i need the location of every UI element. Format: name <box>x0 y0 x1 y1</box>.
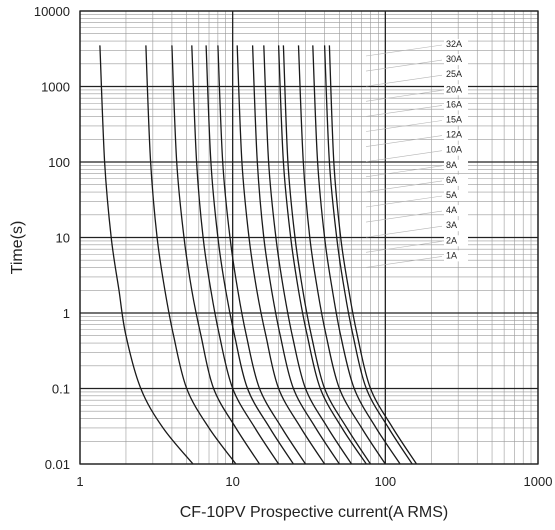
curve-3A <box>171 45 261 465</box>
series-label-leader <box>365 256 443 268</box>
series-label-3A: 3A <box>446 220 457 230</box>
series-label-bg <box>444 84 468 96</box>
x-tick-label: 100 <box>374 474 396 489</box>
y-tick-labels: 0.01 0.1 1 10 100 1000 10000 <box>34 4 70 472</box>
x-tick-label: 1 <box>76 474 83 489</box>
curve-8A <box>236 45 326 465</box>
series-label-8A: 8A <box>446 160 457 170</box>
curve-15A <box>277 45 367 465</box>
curve-2A <box>145 45 237 465</box>
series-label-bg <box>444 129 468 141</box>
curve-25A <box>312 45 401 465</box>
series-label-15A: 15A <box>446 115 462 125</box>
curve-1A <box>99 45 194 465</box>
series-label-leader <box>365 44 443 57</box>
curve-16A <box>282 45 372 465</box>
series-label-2A: 2A <box>446 235 457 245</box>
x-tick-label: 1000 <box>524 474 553 489</box>
series-label-32A: 32A <box>446 39 462 49</box>
series-label-bg <box>444 235 468 247</box>
series-label-leader <box>365 241 443 253</box>
series-label-leader <box>365 195 443 208</box>
series-label-bg <box>444 205 468 217</box>
series-label-30A: 30A <box>446 54 462 64</box>
curve-20A <box>297 45 386 465</box>
x-tick-labels: 1 10 100 1000 <box>76 474 552 489</box>
plot-frame <box>79 10 539 465</box>
series-label-bg <box>444 144 468 156</box>
curve-30A <box>323 45 413 465</box>
series-label-6A: 6A <box>446 175 457 185</box>
curve-4A <box>191 45 280 465</box>
series-label-bg <box>444 69 468 81</box>
series-label-4A: 4A <box>446 205 457 215</box>
series-label-leader <box>365 225 443 238</box>
series-label-bg <box>444 39 468 50</box>
series-label-bg <box>444 220 468 232</box>
curve-6A <box>217 45 307 465</box>
curve-10A <box>251 45 340 465</box>
series-label-bg <box>444 159 468 171</box>
x-axis-label: CF-10PV Prospective current(A RMS) <box>180 504 449 521</box>
series-label-1A: 1A <box>446 250 457 260</box>
y-tick-label: 1000 <box>41 80 70 95</box>
y-tick-label: 10000 <box>34 4 70 19</box>
series-label-leader <box>365 59 443 72</box>
y-tick-label: 1 <box>63 306 70 321</box>
series-label-leader <box>365 180 443 193</box>
y-tick-label: 100 <box>48 155 70 170</box>
series-label-bg <box>444 114 468 126</box>
series-label-leader <box>365 165 443 178</box>
series-label-leader <box>365 210 443 223</box>
series-label-5A: 5A <box>446 190 457 200</box>
y-tick-label: 10 <box>56 231 70 246</box>
series-label-leader <box>365 150 443 162</box>
series-labels: 32A 30A 25A 20A 16A 15A 12A 10A 8A 6A 5A 4A 3A 2A 1A <box>365 39 468 268</box>
series-label-bg <box>444 54 468 66</box>
series-label-16A: 16A <box>446 99 462 109</box>
series-label-12A: 12A <box>446 130 462 140</box>
fuse-curves <box>99 45 418 465</box>
series-label-leader <box>365 74 443 87</box>
series-label-bg <box>444 190 468 201</box>
series-label-10A: 10A <box>446 145 462 155</box>
y-tick-label: 0.01 <box>45 457 70 472</box>
y-tick-label: 0.1 <box>52 382 70 397</box>
series-label-leader <box>365 120 443 132</box>
series-label-leader <box>365 135 443 147</box>
x-tick-label: 10 <box>225 474 239 489</box>
series-label-bg <box>444 99 468 111</box>
series-label-bg <box>444 174 468 186</box>
y-axis-label: Time(s) <box>9 221 26 275</box>
curve-5A <box>205 45 294 465</box>
series-label-bg <box>444 250 468 262</box>
series-label-leader <box>365 105 443 117</box>
series-label-25A: 25A <box>446 69 462 79</box>
curve-12A <box>263 45 353 465</box>
series-label-leader <box>365 90 443 102</box>
series-label-20A: 20A <box>446 84 462 94</box>
curve-32A <box>328 45 418 465</box>
